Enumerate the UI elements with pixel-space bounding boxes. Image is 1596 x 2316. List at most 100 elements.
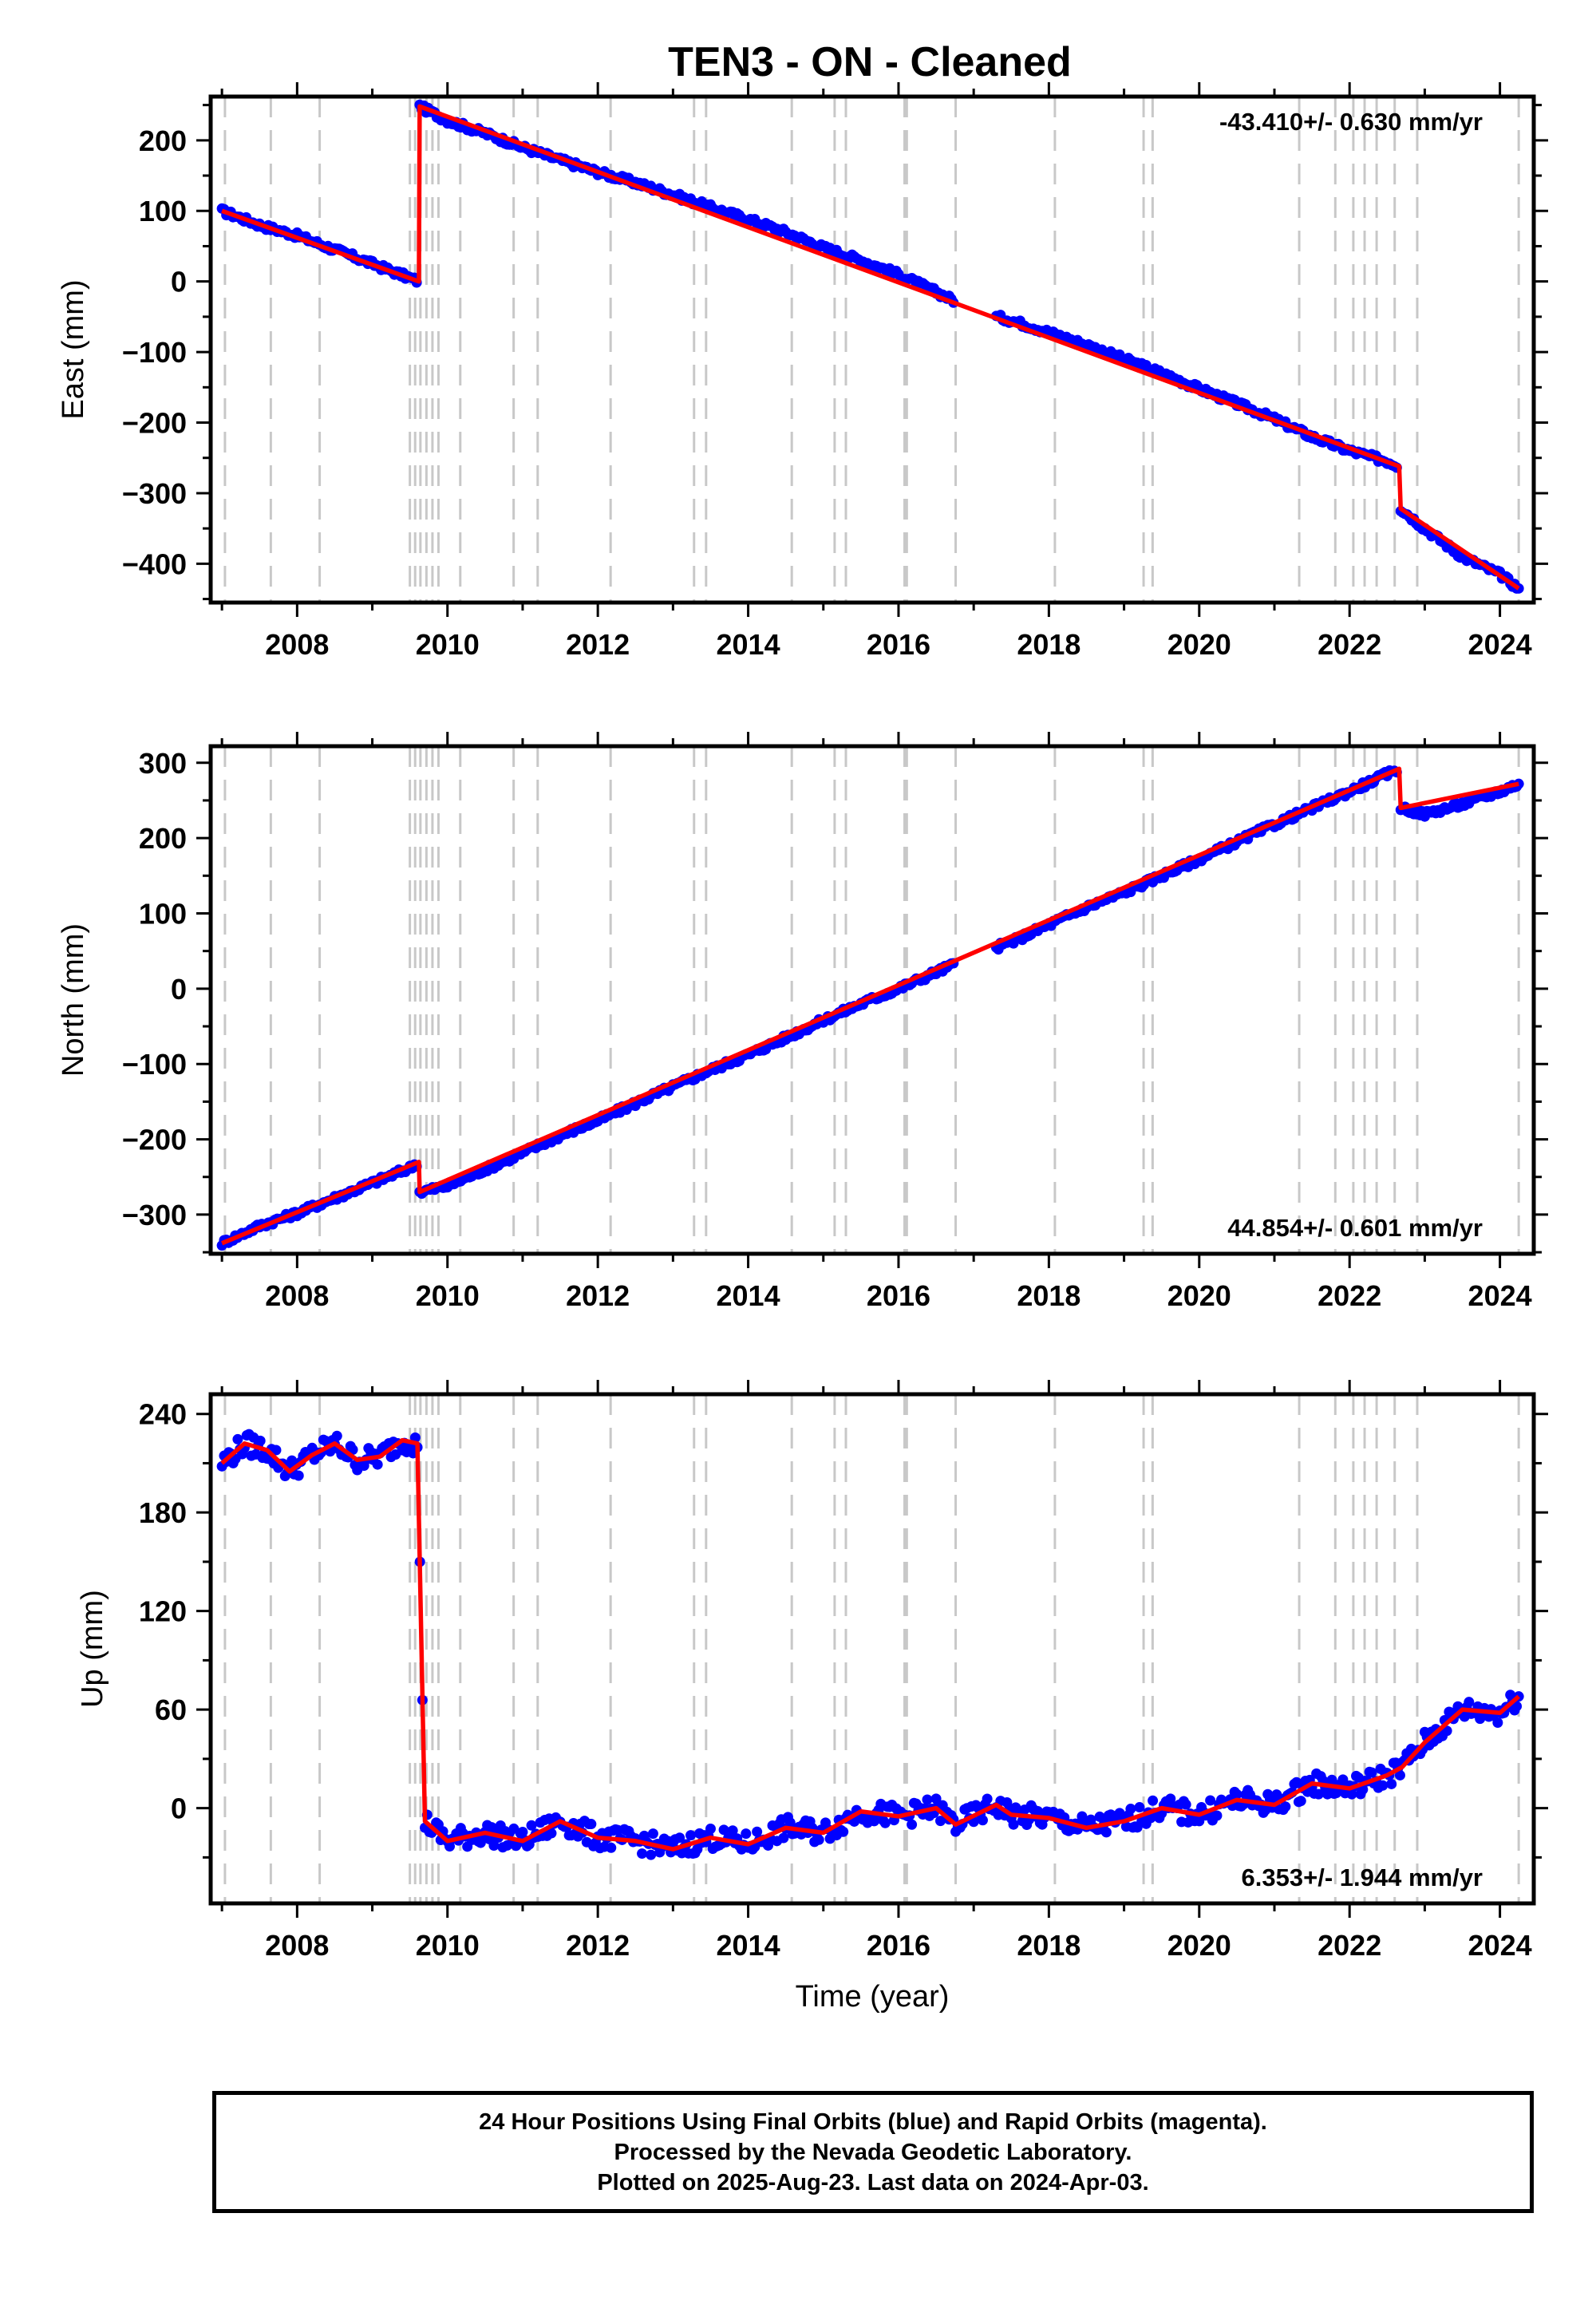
y-tick-label: 0	[171, 1792, 187, 1825]
x-tick-label: 2020	[1167, 628, 1231, 661]
y-tick-label: 200	[139, 822, 187, 855]
y-axis-label: East (mm)	[57, 279, 90, 419]
data-point	[1464, 1697, 1475, 1708]
data-point	[488, 1840, 500, 1852]
data-point	[331, 1430, 342, 1441]
data-point	[517, 1826, 528, 1837]
data-point	[838, 1826, 849, 1837]
data-point	[1280, 1801, 1291, 1812]
x-tick-label: 2022	[1317, 1279, 1381, 1312]
data-point	[813, 1834, 824, 1845]
y-tick-label: −200	[122, 407, 187, 440]
x-tick-label: 2008	[265, 1929, 329, 1962]
data-point	[546, 1828, 557, 1839]
panel-up: 2008 2010 2012 2014 2016 2018 2020 2022 2024 0 60 1…	[76, 1380, 1548, 1962]
data-point	[1008, 1819, 1019, 1830]
y-tick-label: 60	[155, 1694, 187, 1726]
x-tick-label: 2024	[1468, 1929, 1532, 1962]
caption-line-2: Processed by the Nevada Geodetic Laborat…	[614, 2139, 1132, 2165]
x-tick-label: 2022	[1317, 628, 1381, 661]
data-point	[1313, 1788, 1324, 1800]
y-tick-label: −300	[122, 1199, 187, 1231]
y-tick-label: 0	[171, 973, 187, 1006]
y-tick-label: 180	[139, 1496, 187, 1529]
data-point	[907, 1819, 918, 1830]
data-point	[1394, 1769, 1405, 1780]
x-tick-label: 2022	[1317, 1929, 1381, 1962]
y-tick-label: 240	[139, 1398, 187, 1431]
data-point	[409, 1432, 421, 1443]
plot-frame	[208, 94, 1536, 605]
caption-line-3: Plotted on 2025-Aug-23. Last data on 202…	[597, 2169, 1149, 2195]
data-point	[1366, 1767, 1377, 1778]
x-tick-label: 2020	[1167, 1929, 1231, 1962]
y-axis-label: North (mm)	[57, 923, 90, 1077]
rate-annotation: 44.854+/- 0.601 mm/yr	[1227, 1214, 1483, 1242]
data-point	[1386, 1778, 1397, 1789]
data-point	[526, 1820, 537, 1831]
y-tick-label: −100	[122, 1048, 187, 1081]
data-point	[1511, 1701, 1523, 1712]
x-tick-label: 2008	[265, 1279, 329, 1312]
x-tick-label: 2018	[1017, 1929, 1080, 1962]
data-point	[752, 1826, 763, 1837]
y-tick-label: −100	[122, 336, 187, 369]
x-tick-label: 2010	[416, 1929, 480, 1962]
series-final-points	[216, 765, 1524, 1251]
data-point	[1180, 1799, 1191, 1810]
data-point	[1231, 1788, 1242, 1800]
x-tick-label: 2020	[1167, 1279, 1231, 1312]
data-point	[1291, 1777, 1302, 1788]
rate-annotation: -43.410+/- 0.630 mm/yr	[1219, 108, 1483, 136]
data-point	[674, 1832, 685, 1844]
data-point	[778, 1832, 789, 1844]
data-point	[637, 1848, 648, 1860]
data-point	[1125, 1804, 1136, 1815]
x-tick-label: 2016	[867, 1929, 930, 1962]
x-tick-label: 2012	[566, 628, 630, 661]
y-tick-label: −300	[122, 477, 187, 510]
data-point	[1148, 1795, 1159, 1806]
x-tick-label: 2016	[867, 1279, 930, 1312]
data-point	[784, 1817, 796, 1828]
data-point	[1100, 1827, 1112, 1838]
plot-frame	[208, 744, 1536, 1256]
caption-box: 24 Hour Positions Using Final Orbits (bl…	[212, 2091, 1534, 2213]
model-line	[220, 1437, 1520, 1852]
series-final-points	[216, 99, 1524, 594]
data-point	[868, 1816, 879, 1827]
x-tick-label: 2024	[1468, 628, 1532, 661]
x-tick-label: 2016	[867, 628, 930, 661]
chart-title: TEN3 - ON - Cleaned	[668, 39, 1072, 85]
plot-frame	[208, 1392, 1536, 1906]
x-tick-label: 2012	[566, 1929, 630, 1962]
data-point	[1377, 1780, 1389, 1791]
y-tick-label: 0	[171, 266, 187, 298]
data-point	[372, 1459, 383, 1470]
data-point	[1033, 1805, 1044, 1816]
data-point	[685, 1830, 697, 1841]
panel-north: 2008 2010 2012 2014 2016 2018 2020 2022 2024 −300…	[57, 732, 1548, 1312]
data-point	[1346, 1788, 1357, 1800]
panel-east: 2008 2010 2012 2014 2016 2018 2020 2022 2024 −400…	[57, 82, 1548, 661]
data-point	[982, 1793, 993, 1804]
data-point	[647, 1828, 658, 1840]
data-point	[1211, 1810, 1223, 1821]
x-tick-label: 2012	[566, 1279, 630, 1312]
data-point	[255, 1435, 266, 1446]
data-point	[727, 1825, 738, 1836]
y-tick-label: 100	[139, 897, 187, 930]
x-tick-label: 2014	[717, 1929, 780, 1962]
x-tick-label: 2008	[265, 628, 329, 661]
data-point	[879, 1817, 891, 1828]
model-line	[221, 104, 1520, 591]
y-tick-label: 100	[139, 195, 187, 227]
series-final-points	[216, 1429, 1524, 1860]
x-tick-label: 2010	[416, 628, 480, 661]
data-point	[1165, 1793, 1176, 1804]
y-tick-label: 120	[139, 1595, 187, 1628]
x-tick-label: 2024	[1468, 1279, 1532, 1312]
data-point	[1337, 1774, 1349, 1785]
data-point	[922, 1794, 933, 1805]
caption-line-1: 24 Hour Positions Using Final Orbits (bl…	[479, 2109, 1267, 2135]
